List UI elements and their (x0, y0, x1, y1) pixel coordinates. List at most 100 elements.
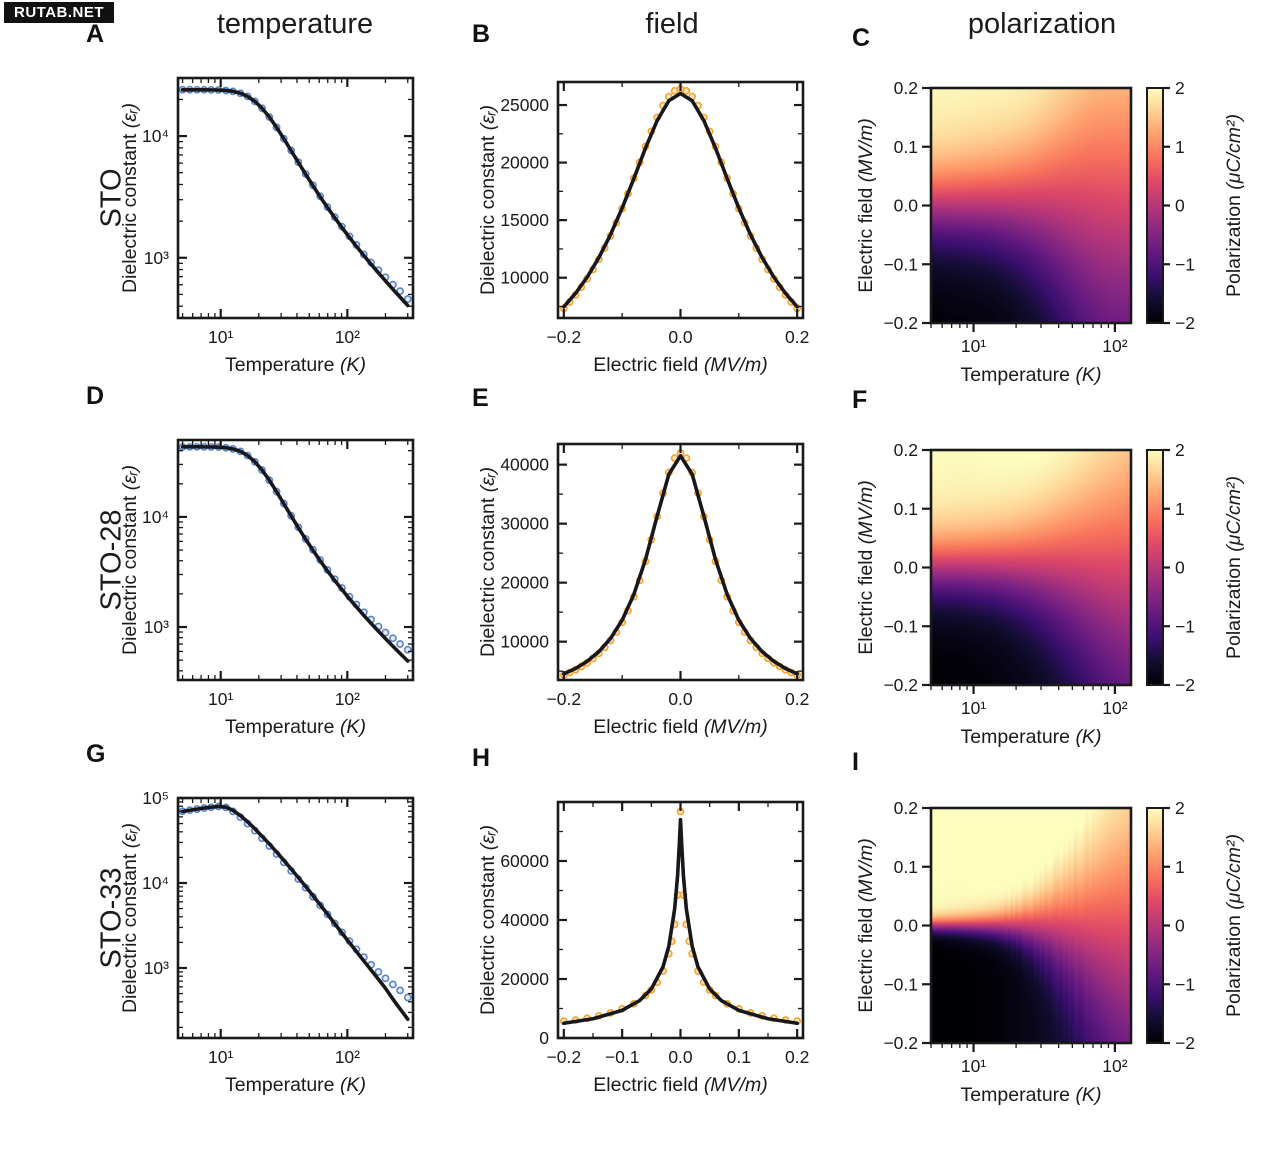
watermark-badge: RUTAB.NET (4, 2, 115, 23)
svg-text:10000: 10000 (500, 268, 549, 288)
svg-text:Dielectric constant (εᵣ): Dielectric constant (εᵣ) (120, 465, 141, 655)
column-title-polarization: polarization (967, 8, 1117, 40)
svg-text:Electric field (MV/m): Electric field (MV/m) (593, 1074, 767, 1096)
svg-text:Dielectric constant (εᵣ): Dielectric constant (εᵣ) (120, 823, 141, 1013)
svg-text:Polarization (μC/cm²): Polarization (μC/cm²) (1223, 476, 1245, 659)
svg-text:10²: 10² (335, 1047, 360, 1067)
svg-text:−1: −1 (1175, 254, 1195, 274)
svg-text:10²: 10² (1102, 698, 1127, 718)
svg-text:0.0: 0.0 (668, 327, 693, 347)
svg-text:30000: 30000 (500, 514, 549, 534)
svg-text:0.0: 0.0 (894, 196, 919, 216)
panel-letter-b: B (472, 20, 491, 48)
svg-text:0.2: 0.2 (785, 1047, 809, 1067)
svg-text:0.2: 0.2 (894, 78, 918, 98)
svg-text:10²: 10² (335, 327, 360, 347)
panel-letter-g: G (86, 740, 106, 768)
panel-B-svg: −0.2 0.0 0.2 10000 15000 20000 25000 Electric f… (478, 80, 809, 376)
panel-I-svg: 10¹ 10² 0.2 0.1 0.0 −0.1 −0.2 Temperature (K) El… (856, 798, 1245, 1106)
svg-text:Temperature (K): Temperature (K) (225, 1074, 366, 1096)
svg-text:10³: 10³ (144, 958, 169, 978)
svg-text:10¹: 10¹ (208, 1047, 233, 1067)
svg-text:Polarization (μC/cm²): Polarization (μC/cm²) (1223, 834, 1245, 1017)
svg-text:0: 0 (1175, 916, 1185, 936)
svg-text:−0.1: −0.1 (883, 254, 918, 274)
panel-letter-e: E (472, 384, 489, 412)
panel-c-polarization-heatmap: 10¹ 10² 0.2 0.1 0.0 −0.1 −0.2 Temperature (K) El… (856, 55, 1280, 395)
panel-letter-a: A (86, 20, 105, 48)
svg-text:Temperature (K): Temperature (K) (225, 716, 366, 738)
svg-text:−0.2: −0.2 (883, 313, 918, 333)
svg-text:0.1: 0.1 (727, 1047, 751, 1067)
svg-text:0.0: 0.0 (668, 689, 693, 709)
svg-text:Electric field (MV/m): Electric field (MV/m) (856, 480, 877, 654)
panel-d-dielectric-vs-temperature-plot: 10¹ 10² 10³ 10⁴ Temperature (K) Dielectric co… (120, 417, 440, 747)
svg-text:−0.1: −0.1 (883, 974, 918, 994)
svg-text:Dielectric constant (εᵣ): Dielectric constant (εᵣ) (120, 103, 141, 293)
svg-text:0.2: 0.2 (785, 689, 809, 709)
panel-F-heatmap-image (931, 450, 1131, 685)
svg-text:10¹: 10¹ (208, 327, 233, 347)
svg-text:10000: 10000 (500, 632, 549, 652)
svg-text:Electric field (MV/m): Electric field (MV/m) (593, 354, 767, 376)
svg-text:2: 2 (1175, 78, 1185, 98)
panel-A-svg: 10¹ 10² 10³ 10⁴ Temperature (K) Dielectric co… (120, 76, 415, 376)
svg-text:1: 1 (1175, 857, 1185, 877)
panel-h-dielectric-vs-field-plot: −0.2 −0.1 0.0 0.1 0.2 0 20000 40000 60000 Electri… (478, 775, 828, 1105)
svg-text:10¹: 10¹ (208, 689, 233, 709)
column-title-field: field (645, 8, 699, 40)
panel-i-polarization-heatmap: 10¹ 10² 0.2 0.1 0.0 −0.1 −0.2 Temperature (K) El… (856, 775, 1280, 1115)
svg-text:10³: 10³ (144, 248, 169, 268)
panel-E-svg: −0.2 0.0 0.2 10000 20000 30000 40000 Electric f… (478, 442, 809, 738)
panel-a-dielectric-vs-temperature-plot: 10¹ 10² 10³ 10⁴ Temperature (K) Dielectric co… (120, 55, 440, 385)
svg-text:10⁴: 10⁴ (142, 873, 169, 893)
svg-text:Electric field (MV/m): Electric field (MV/m) (856, 118, 877, 292)
svg-text:−0.2: −0.2 (547, 689, 582, 709)
panel-letter-h: H (472, 744, 491, 772)
svg-text:10²: 10² (1102, 336, 1127, 356)
svg-text:15000: 15000 (500, 210, 549, 230)
panel-F-svg: 10¹ 10² 0.2 0.1 0.0 −0.1 −0.2 Temperature (K) El… (856, 440, 1245, 748)
svg-text:10¹: 10¹ (961, 336, 986, 356)
svg-text:Polarization (μC/cm²): Polarization (μC/cm²) (1223, 114, 1245, 297)
svg-text:0.1: 0.1 (894, 499, 918, 519)
svg-text:−0.2: −0.2 (883, 675, 918, 695)
panel-I-heatmap-image (931, 808, 1131, 1043)
svg-text:Dielectric constant (εᵣ): Dielectric constant (εᵣ) (478, 467, 499, 657)
svg-text:Dielectric constant (εᵣ): Dielectric constant (εᵣ) (478, 105, 499, 295)
column-title-temperature: temperature (216, 8, 374, 40)
svg-text:10²: 10² (335, 689, 360, 709)
svg-text:10¹: 10¹ (961, 698, 986, 718)
svg-text:0.0: 0.0 (894, 558, 919, 578)
svg-text:25000: 25000 (500, 95, 549, 115)
svg-text:10¹: 10¹ (961, 1056, 986, 1076)
panel-letter-f: F (852, 386, 868, 414)
svg-text:0.1: 0.1 (894, 857, 918, 877)
svg-text:0.2: 0.2 (894, 798, 918, 818)
svg-text:2: 2 (1175, 798, 1185, 818)
svg-text:20000: 20000 (500, 969, 549, 989)
svg-text:0.2: 0.2 (894, 440, 918, 460)
panel-b-dielectric-vs-field-plot: −0.2 0.0 0.2 10000 15000 20000 25000 Electric f… (478, 55, 828, 385)
svg-text:40000: 40000 (500, 910, 549, 930)
svg-text:0: 0 (1175, 196, 1185, 216)
svg-text:0.0: 0.0 (668, 1047, 693, 1067)
svg-text:10⁴: 10⁴ (142, 507, 169, 527)
svg-text:−1: −1 (1175, 616, 1195, 636)
svg-text:40000: 40000 (500, 455, 549, 475)
svg-text:Temperature (K): Temperature (K) (225, 354, 366, 376)
svg-text:−0.1: −0.1 (605, 1047, 640, 1067)
svg-text:Temperature (K): Temperature (K) (961, 726, 1102, 748)
panel-D-svg: 10¹ 10² 10³ 10⁴ Temperature (K) Dielectric co… (120, 438, 415, 738)
svg-text:−1: −1 (1175, 974, 1195, 994)
panel-letter-i: I (852, 748, 859, 776)
panel-f-polarization-heatmap: 10¹ 10² 0.2 0.1 0.0 −0.1 −0.2 Temperature (K) El… (856, 417, 1280, 757)
panel-C-svg: 10¹ 10² 0.2 0.1 0.0 −0.1 −0.2 Temperature (K) El… (856, 78, 1245, 386)
svg-text:1: 1 (1175, 137, 1185, 157)
svg-text:10⁴: 10⁴ (142, 126, 169, 146)
svg-text:0: 0 (1175, 558, 1185, 578)
svg-text:2: 2 (1175, 440, 1185, 460)
svg-text:10⁵: 10⁵ (142, 788, 169, 808)
svg-text:0: 0 (539, 1028, 549, 1048)
panel-letter-c: C (852, 24, 871, 52)
